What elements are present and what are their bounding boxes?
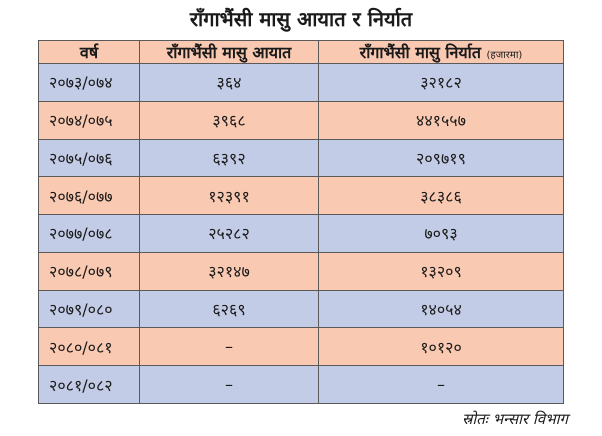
table-row: २०७३/०७४ ३६४ ३२१८२	[38, 63, 564, 102]
year-cell: २०७८/०७९	[38, 251, 140, 291]
year-cell: २०७३/०७४	[38, 63, 140, 102]
export-cell: २०९७१९	[318, 138, 564, 178]
table-row: २०७६/०७७ १२३९१ ३८३८६	[38, 176, 564, 216]
export-cell: ३२१८२	[318, 63, 564, 102]
table-row: २०८१/०८२ – –	[38, 365, 564, 404]
export-cell: –	[318, 365, 564, 404]
source-note: स्रोतः भन्सार विभाग	[462, 410, 568, 428]
import-cell: ६२६९	[139, 289, 319, 329]
header-year: वर्ष	[38, 40, 140, 64]
year-cell: २०७६/०७७	[38, 176, 140, 216]
year-cell: २०८०/०८१	[38, 327, 140, 367]
table-row: २०७७/०७८ २५२८२ ७०९३	[38, 214, 564, 253]
header-export: राँगाभैंसी मासु निर्यात (हजारमा)	[318, 40, 564, 64]
table-row: २०७४/०७५ ३९६८ ४४१५५७	[38, 100, 564, 140]
import-cell: १२३९१	[139, 176, 319, 216]
header-import: राँगाभैंसी मासु आयात	[139, 40, 319, 64]
year-cell: २०७९/०८०	[38, 289, 140, 329]
import-cell: ३६४	[139, 63, 319, 102]
header-row: वर्ष राँगाभैंसी मासु आयात राँगाभैंसी मास…	[38, 40, 564, 64]
import-cell: ३२१४७	[139, 251, 319, 291]
import-cell: –	[139, 327, 319, 367]
import-cell: ३९६८	[139, 100, 319, 140]
header-export-unit: (हजारमा)	[486, 50, 523, 61]
export-cell: १३२०९	[318, 251, 564, 291]
year-cell: २०७५/०७६	[38, 138, 140, 178]
export-cell: ४४१५५७	[318, 100, 564, 140]
table-row: २०८०/०८१ – १०१२०	[38, 327, 564, 367]
table-title: राँगाभैंसी मासु आयात र निर्यात	[189, 7, 413, 31]
year-cell: २०७४/०७५	[38, 100, 140, 140]
year-cell: २०७७/०७८	[38, 214, 140, 253]
import-cell: २५२८२	[139, 214, 319, 253]
year-cell: २०८१/०८२	[38, 365, 140, 404]
import-export-table: वर्ष राँगाभैंसी मासु आयात राँगाभैंसी मास…	[38, 40, 564, 404]
export-cell: १४०५४	[318, 289, 564, 329]
header-export-label: राँगाभैंसी मासु निर्यात	[359, 43, 481, 62]
import-cell: –	[139, 365, 319, 404]
export-cell: ३८३८६	[318, 176, 564, 216]
table-row: २०७८/०७९ ३२१४७ १३२०९	[38, 251, 564, 291]
export-cell: १०१२०	[318, 327, 564, 367]
import-cell: ६३९२	[139, 138, 319, 178]
table-row: २०७९/०८० ६२६९ १४०५४	[38, 289, 564, 329]
export-cell: ७०९३	[318, 214, 564, 253]
table-row: २०७५/०७६ ६३९२ २०९७१९	[38, 138, 564, 178]
